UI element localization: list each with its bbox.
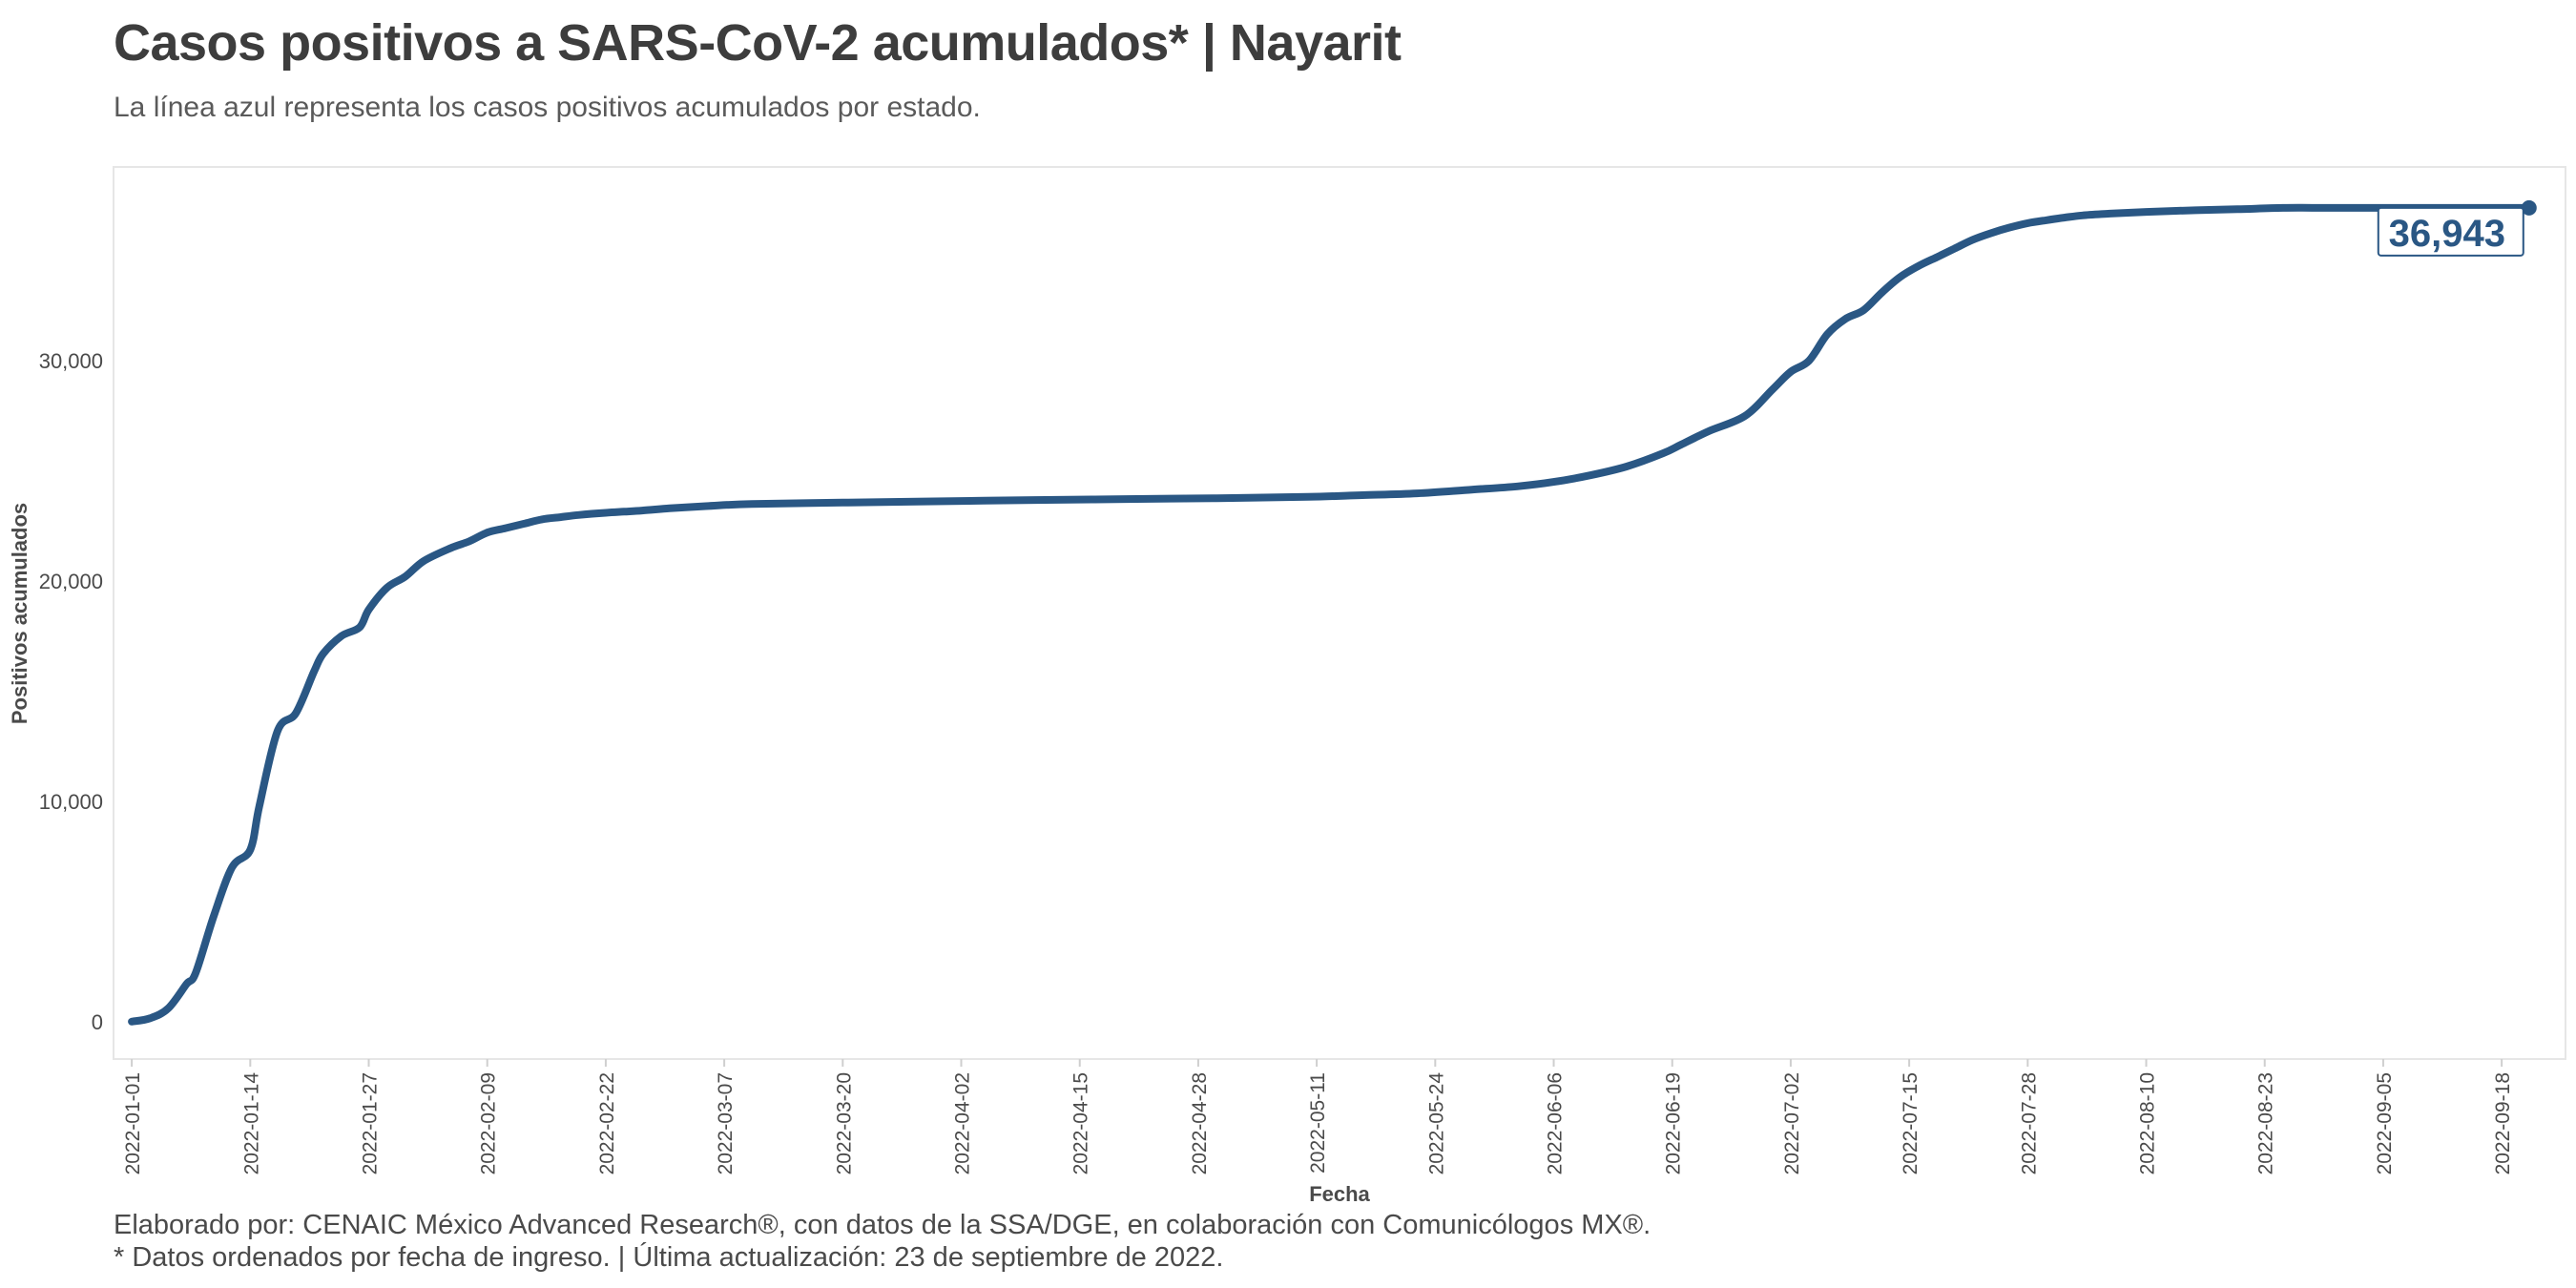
series-layer: [128, 199, 2537, 1026]
y-tick-label: 20,000: [39, 570, 103, 593]
end-value-label-text: 36,943: [2389, 213, 2505, 255]
x-tick-label: 2022-01-01: [122, 1072, 144, 1174]
x-tick-label: 2022-08-10: [2137, 1072, 2159, 1174]
x-tick-label: 2022-07-28: [2018, 1072, 2040, 1174]
x-tick-label: 2022-04-28: [1189, 1072, 1211, 1174]
x-tick-label: 2022-02-09: [478, 1072, 500, 1174]
x-tick-label: 2022-07-15: [1900, 1072, 1922, 1174]
x-axis-label: Fecha: [1309, 1182, 1370, 1206]
end-value-label: 36,943: [2377, 206, 2524, 257]
y-tick-label: 30,000: [39, 349, 103, 373]
source-caption: Elaborado por: CENAIC México Advanced Re…: [114, 1210, 1652, 1240]
x-tick-label: 2022-06-19: [1663, 1072, 1685, 1174]
chart-subtitle: La línea azul representa los casos posit…: [114, 92, 981, 123]
y-axis-label: Positivos acumulados: [8, 503, 31, 724]
y-axis-ticks: 0 10,000 20,000 30,000: [39, 349, 103, 1034]
y-tick-label: 10,000: [39, 790, 103, 814]
x-tick-label: 2022-01-27: [360, 1072, 382, 1174]
x-tick-label: 2022-06-06: [1545, 1072, 1567, 1174]
series-line: [128, 203, 2533, 1026]
x-tick-label: 2022-09-05: [2374, 1072, 2396, 1174]
end-value-label-box: [2377, 206, 2524, 257]
x-tick-label: 2022-05-24: [1425, 1072, 1447, 1175]
plot-panel: [113, 166, 2566, 1060]
x-tick-label: 2022-01-14: [240, 1072, 262, 1175]
x-tick-label: 2022-09-18: [2492, 1072, 2514, 1174]
x-tick-label: 2022-04-15: [1070, 1072, 1092, 1174]
x-tick-label: 2022-03-20: [833, 1072, 855, 1174]
x-tick-label: 2022-02-22: [596, 1072, 618, 1174]
x-tick-label: 2022-04-02: [952, 1072, 974, 1174]
x-axis-ticks: 2022-01-01 2022-01-14 2022-01-27 2022-02-09…: [122, 1059, 2514, 1174]
y-tick-label: 0: [92, 1010, 103, 1034]
x-tick-label: 2022-08-23: [2255, 1072, 2277, 1174]
series-end-point: [2521, 199, 2537, 216]
chart-title: Casos positivos a SARS-CoV-2 acumulados*…: [114, 14, 1402, 72]
x-tick-label: 2022-05-11: [1307, 1072, 1329, 1174]
x-tick-label: 2022-03-07: [715, 1072, 737, 1174]
note-caption: * Datos ordenados por fecha de ingreso. …: [114, 1242, 1224, 1273]
x-tick-label: 2022-07-02: [1781, 1072, 1803, 1174]
